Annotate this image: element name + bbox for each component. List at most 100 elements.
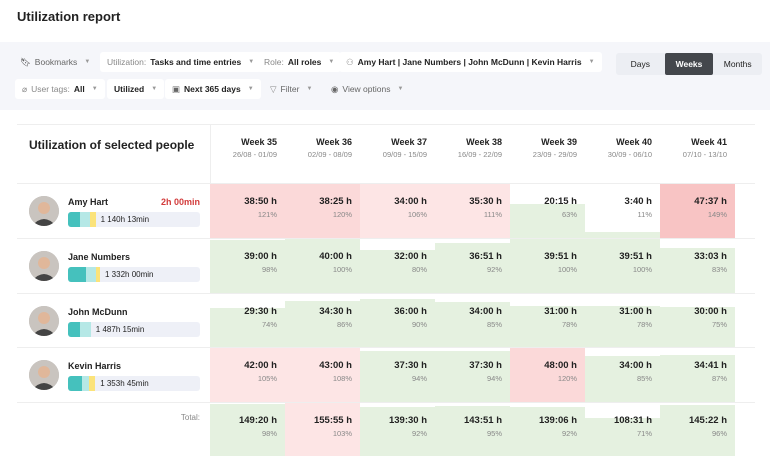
utilization-cell[interactable]: 36:51 h 92%: [435, 239, 510, 293]
utilization-cell[interactable]: 42:00 h 105%: [210, 348, 285, 402]
bookmarks-dropdown[interactable]: 🔖︎ Bookmarks ▼: [20, 56, 91, 68]
chevron-down-icon: ▼: [247, 86, 254, 92]
utilization-fill: [660, 184, 735, 238]
utilization-cell[interactable]: 33:03 h 83%: [660, 239, 735, 293]
utilization-cell[interactable]: 39:51 h 100%: [510, 239, 585, 293]
view-options-dropdown[interactable]: ◉ View options ▼: [331, 83, 404, 95]
percent-value: 95%: [486, 429, 502, 438]
utilization-cell[interactable]: 38:50 h 121%: [210, 184, 285, 238]
total-hours: 1 140h 13min: [100, 215, 150, 224]
utilization-cell[interactable]: 32:00 h 80%: [360, 239, 435, 293]
chevron-down-icon: ▼: [84, 59, 91, 65]
utilization-cell[interactable]: 34:41 h 87%: [660, 348, 735, 402]
utilization-cell[interactable]: 39:00 h 98%: [210, 239, 285, 293]
role-dropdown[interactable]: Role: All roles ▼: [257, 52, 342, 72]
week-dates: 07/10 - 13/10: [682, 150, 727, 159]
percent-value: 83%: [711, 265, 727, 274]
utilization-cell[interactable]: 40:00 h 100%: [285, 239, 360, 293]
utilization-cell[interactable]: 43:00 h 108%: [285, 348, 360, 402]
utilization-cell[interactable]: 36:00 h 90%: [360, 294, 435, 347]
percent-value: 71%: [636, 429, 652, 438]
total-label-cell: Total:: [17, 403, 210, 456]
user-icon: ⚇: [346, 56, 354, 67]
people-dropdown[interactable]: ⚇ Amy Hart | Jane Numbers | John McDunn |…: [339, 52, 602, 72]
utilization-cell[interactable]: 3:40 h 11%: [585, 184, 660, 238]
percent-value: 75%: [711, 320, 727, 329]
utilization-cell[interactable]: 139:30 h 92%: [360, 403, 435, 456]
capacity-segment: [90, 212, 96, 227]
percent-value: 80%: [411, 265, 427, 274]
utilization-cell[interactable]: 34:00 h 106%: [360, 184, 435, 238]
week-header: Week 41 07/10 - 13/10: [660, 137, 735, 159]
utilization-fill: [285, 184, 360, 238]
hours-value: 40:00 h: [319, 251, 352, 262]
tag-icon: ⌀: [22, 83, 28, 94]
page-title: Utilization report: [17, 9, 121, 24]
hours-value: 143:51 h: [463, 415, 502, 426]
hours-value: 37:30 h: [394, 360, 427, 371]
period-months-button[interactable]: Months: [723, 59, 752, 69]
utilization-fill: [210, 240, 285, 293]
person-name[interactable]: Kevin Harris: [68, 361, 122, 371]
utilization-cell[interactable]: 145:22 h 96%: [660, 403, 735, 456]
week-name: Week 35: [241, 137, 277, 147]
utilization-cell[interactable]: 29:30 h 74%: [210, 294, 285, 347]
hours-value: 39:51 h: [619, 251, 652, 262]
utilization-cell[interactable]: 31:00 h 78%: [510, 294, 585, 347]
utilization-fill: [285, 403, 360, 456]
person-name[interactable]: Amy Hart: [68, 197, 109, 207]
utilization-cell[interactable]: 139:06 h 92%: [510, 403, 585, 456]
week-name: Week 38: [466, 137, 502, 147]
person-name[interactable]: John McDunn: [68, 307, 128, 317]
period-days-button[interactable]: Days: [630, 59, 651, 69]
capacity-segment: [80, 322, 91, 337]
utilization-cell[interactable]: 34:30 h 86%: [285, 294, 360, 347]
utilization-fill: [510, 203, 585, 238]
utilization-cell[interactable]: 20:15 h 63%: [510, 184, 585, 238]
period-weeks-button[interactable]: Weeks: [664, 53, 714, 75]
capacity-bar: 1 487h 15min: [68, 322, 200, 337]
utilization-cell[interactable]: 37:30 h 94%: [435, 348, 510, 402]
utilization-cell[interactable]: 34:00 h 85%: [435, 294, 510, 347]
utilized-dropdown[interactable]: Utilized ▼: [107, 79, 165, 99]
utilization-cell[interactable]: 108:31 h 71%: [585, 403, 660, 456]
user-tags-dropdown[interactable]: ⌀ User tags: All ▼: [15, 79, 105, 99]
utilization-cell[interactable]: 155:55 h 103%: [285, 403, 360, 456]
week-header: Week 36 02/09 - 08/09: [285, 137, 360, 159]
percent-value: 85%: [486, 320, 502, 329]
utilization-cell[interactable]: 47:37 h 149%: [660, 184, 735, 238]
utilization-fill: [510, 305, 585, 347]
person-info: Kevin Harris 1 353h 45min: [17, 348, 210, 402]
week-dates: 30/09 - 06/10: [607, 150, 652, 159]
utilization-cell[interactable]: 38:25 h 120%: [285, 184, 360, 238]
person-name[interactable]: Jane Numbers: [68, 252, 131, 262]
table-row: Kevin Harris 1 353h 45min 42:00 h 105% 43:00…: [17, 347, 755, 402]
overtime-badge: 2h 00min: [160, 197, 200, 207]
utilization-cell[interactable]: 48:00 h 120%: [510, 348, 585, 402]
bookmark-icon: 🔖︎: [20, 56, 31, 67]
percent-value: 94%: [411, 374, 427, 383]
utilization-cell[interactable]: 143:51 h 95%: [435, 403, 510, 456]
week-dates: 02/09 - 08/09: [307, 150, 352, 159]
utilization-cell[interactable]: 149:20 h 98%: [210, 403, 285, 456]
percent-value: 100%: [557, 265, 577, 274]
utilization-fill: [435, 184, 510, 238]
utilization-cell[interactable]: 30:00 h 75%: [660, 294, 735, 347]
calendar-icon: ▣: [172, 83, 181, 94]
utilization-cell[interactable]: 39:51 h 100%: [585, 239, 660, 293]
avatar: [29, 306, 59, 336]
utilization-dropdown[interactable]: Utilization: Tasks and time entries ▼: [100, 52, 262, 72]
utilization-cell[interactable]: 35:30 h 111%: [435, 184, 510, 238]
avatar: [29, 360, 59, 390]
utilization-fill: [585, 356, 660, 402]
table-row: John McDunn 1 487h 15min 29:30 h 74% 34:30 h…: [17, 293, 755, 347]
utilization-fill: [660, 405, 735, 456]
percent-value: 74%: [261, 320, 277, 329]
utilization-table: Utilization of selected people Week 35 26…: [17, 124, 755, 456]
utilization-cell[interactable]: 31:00 h 78%: [585, 294, 660, 347]
person-info: Jane Numbers 1 332h 00min: [17, 239, 210, 293]
filter-dropdown[interactable]: ▽ Filter ▼: [270, 83, 313, 95]
utilization-cell[interactable]: 34:00 h 85%: [585, 348, 660, 402]
utilization-cell[interactable]: 37:30 h 94%: [360, 348, 435, 402]
date-range-dropdown[interactable]: ▣ Next 365 days ▼: [165, 79, 261, 99]
